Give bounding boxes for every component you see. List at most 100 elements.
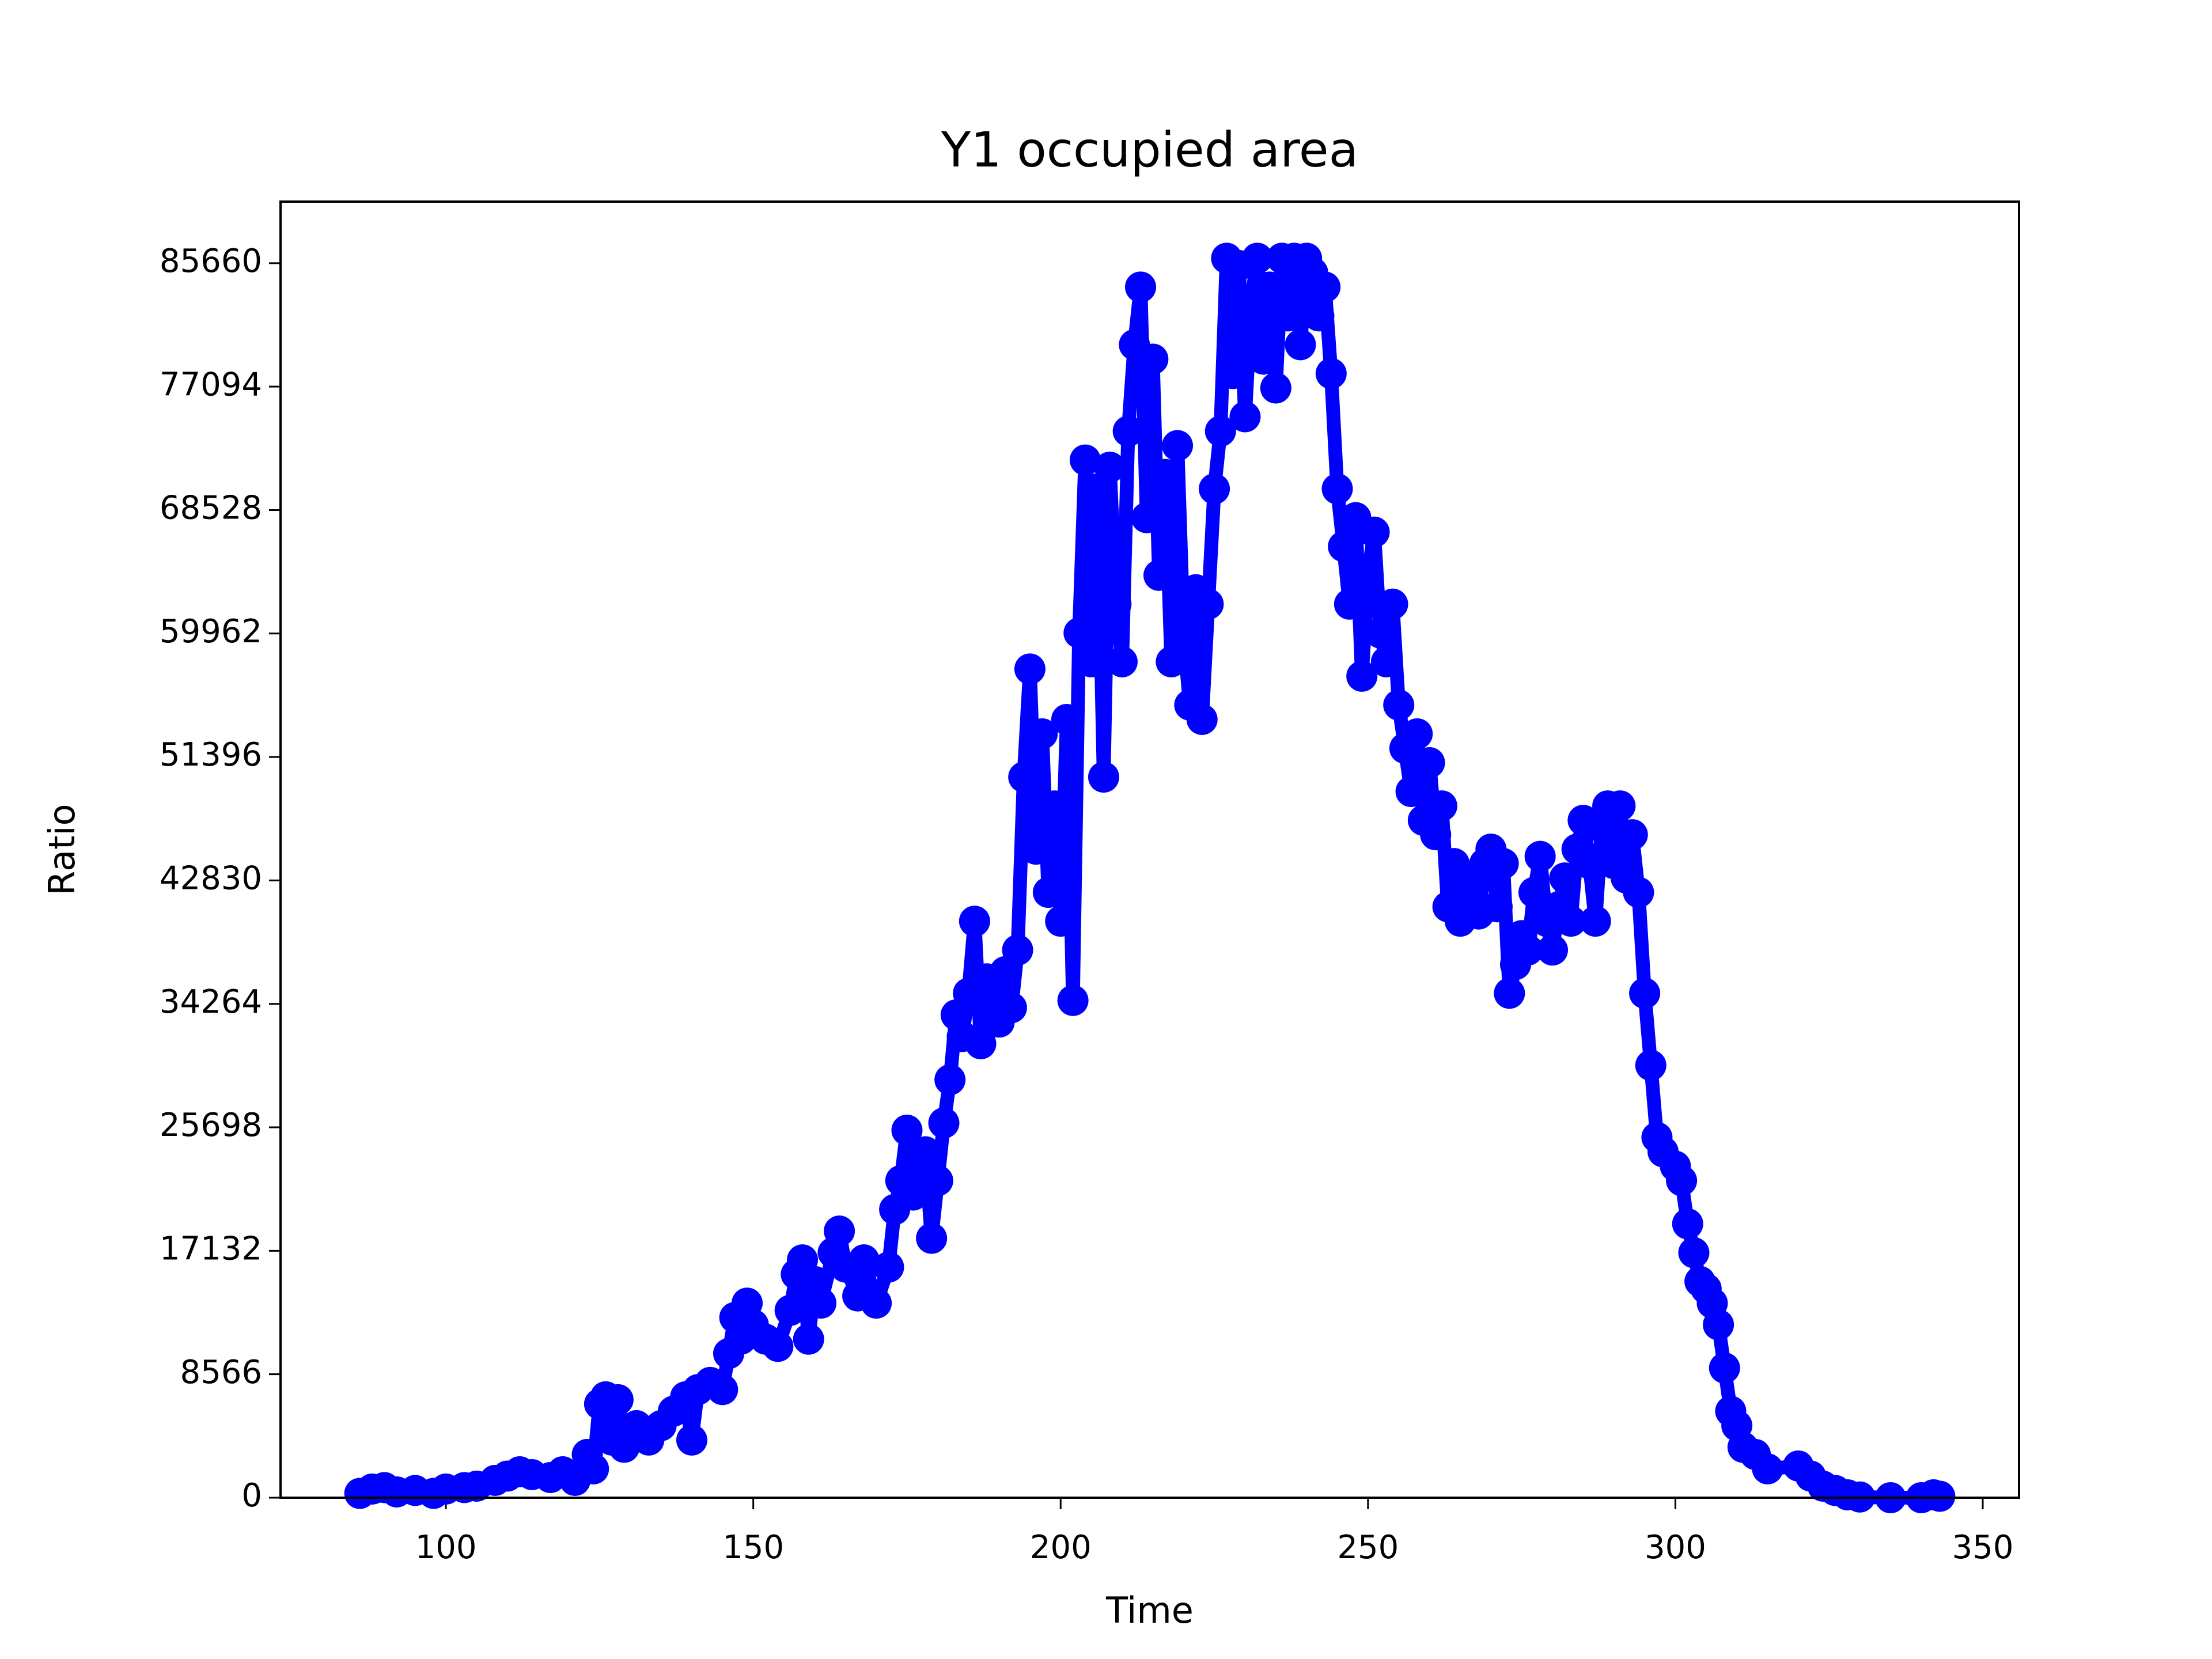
x-tick-label: 200 — [1030, 1529, 1092, 1566]
series — [344, 243, 1956, 1513]
marker — [1051, 703, 1082, 735]
plot-frame — [279, 200, 2020, 1499]
marker — [676, 1424, 707, 1456]
marker — [1703, 1309, 1734, 1340]
marker — [1131, 502, 1162, 533]
y-tick-label: 68528 — [160, 490, 262, 527]
marker — [1315, 358, 1347, 389]
marker — [897, 1179, 929, 1211]
marker — [916, 1222, 948, 1254]
marker — [959, 906, 990, 937]
marker — [805, 1287, 837, 1319]
x-tick-label: 100 — [415, 1529, 477, 1566]
marker — [1604, 790, 1636, 822]
y-tick-label: 25698 — [160, 1107, 262, 1144]
marker — [1162, 430, 1194, 461]
marker — [1020, 834, 1052, 865]
marker — [1666, 1165, 1698, 1196]
marker — [1346, 660, 1378, 692]
marker — [1124, 271, 1156, 303]
marker — [762, 1331, 794, 1362]
y-tick-label: 17132 — [160, 1230, 262, 1268]
marker — [1186, 703, 1218, 735]
marker — [1524, 840, 1556, 872]
marker — [774, 1294, 806, 1326]
y-tick-label: 59962 — [160, 613, 262, 650]
marker — [578, 1453, 609, 1484]
y-tick-label: 85660 — [160, 243, 262, 280]
marker — [1383, 689, 1415, 721]
marker — [1027, 718, 1058, 749]
marker — [1494, 978, 1525, 1009]
marker — [1241, 243, 1273, 274]
marker — [1045, 906, 1077, 937]
marker — [1537, 934, 1569, 966]
x-axis-label: Time — [1105, 1589, 1194, 1631]
marker — [1069, 444, 1101, 476]
marker — [922, 1165, 953, 1196]
marker — [1487, 848, 1519, 880]
marker — [1229, 401, 1261, 433]
marker — [1352, 559, 1384, 591]
y-tick-label: 51396 — [160, 736, 262, 774]
marker — [1112, 415, 1144, 447]
marker — [1334, 588, 1365, 620]
marker — [1426, 790, 1457, 822]
marker — [1924, 1480, 1956, 1512]
marker — [1168, 617, 1199, 649]
marker — [1254, 271, 1286, 303]
marker — [1549, 862, 1581, 894]
marker — [1248, 343, 1279, 375]
marker — [1678, 1237, 1710, 1268]
marker — [891, 1115, 923, 1146]
marker — [1402, 718, 1433, 749]
marker — [1199, 473, 1230, 505]
marker — [1629, 978, 1661, 1009]
marker — [1260, 372, 1291, 404]
marker — [1672, 1208, 1703, 1240]
x-tick-label: 250 — [1337, 1529, 1399, 1566]
marker — [1143, 559, 1175, 591]
marker — [965, 1028, 997, 1059]
marker — [1100, 588, 1132, 620]
y-tick-label: 34264 — [160, 983, 262, 1021]
marker — [707, 1374, 738, 1406]
marker — [1414, 747, 1445, 779]
marker — [1008, 762, 1040, 793]
marker — [1377, 588, 1408, 620]
marker — [928, 1107, 960, 1139]
marker — [934, 1064, 966, 1096]
marker — [848, 1244, 880, 1276]
marker — [1481, 891, 1513, 923]
marker — [1358, 516, 1390, 548]
marker — [1192, 588, 1224, 620]
marker — [602, 1384, 634, 1415]
marker — [1420, 819, 1452, 851]
marker — [793, 1323, 824, 1355]
marker — [1752, 1453, 1783, 1484]
marker — [1088, 762, 1119, 793]
marker — [1309, 271, 1341, 303]
y-axis-label: Ratio — [41, 804, 83, 895]
marker — [1137, 343, 1169, 375]
marker — [861, 1287, 892, 1319]
x-tick-label: 350 — [1952, 1529, 2014, 1566]
marker — [1075, 646, 1107, 677]
marker — [1328, 531, 1359, 562]
marker — [1616, 819, 1648, 851]
x-tick-label: 300 — [1645, 1529, 1706, 1566]
marker — [1623, 877, 1654, 908]
marker — [1217, 358, 1249, 389]
marker — [1149, 459, 1181, 490]
marker — [910, 1136, 941, 1168]
marker — [1032, 877, 1064, 908]
marker — [1321, 473, 1353, 505]
marker — [1303, 300, 1335, 332]
marker — [1057, 984, 1089, 1016]
marker — [824, 1215, 855, 1247]
y-tick-label: 8566 — [180, 1354, 262, 1391]
marker — [1518, 877, 1550, 908]
marker — [1205, 415, 1236, 447]
